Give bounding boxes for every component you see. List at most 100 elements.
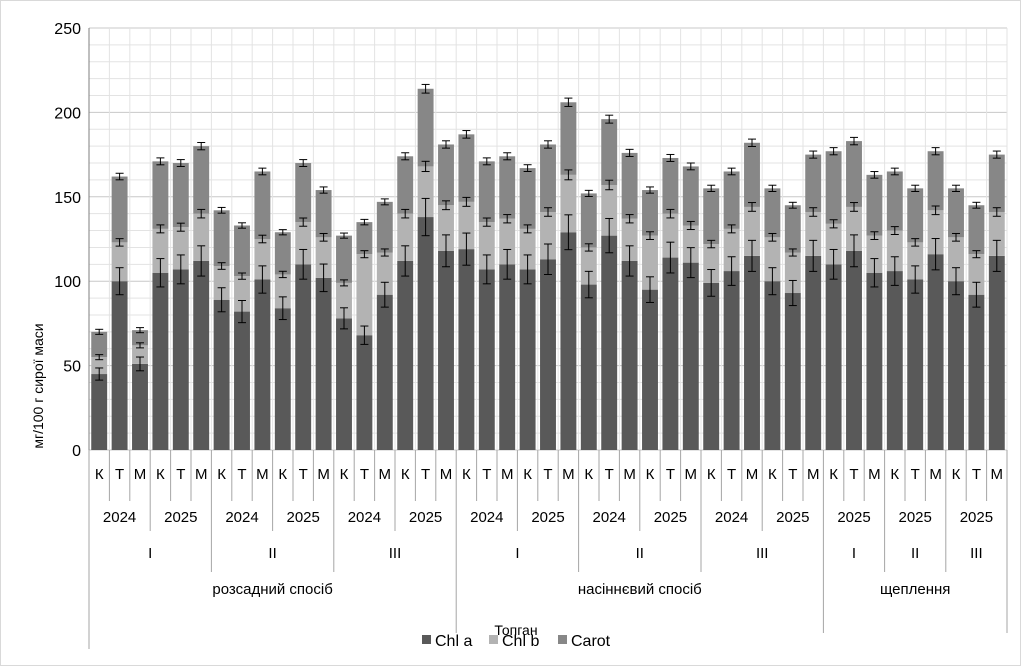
- x-tick-label: М: [685, 466, 698, 483]
- year-group-label: 2025: [164, 509, 197, 526]
- bar-segment-chl-a: [846, 250, 862, 450]
- bar-segment-chl-b: [825, 223, 842, 265]
- bar-segment-chl-a: [907, 279, 924, 450]
- bar-segment-chl-b: [580, 247, 597, 285]
- x-tick-label: К: [707, 466, 716, 483]
- bar-segment-carot: [499, 156, 516, 219]
- year-group-label: 2025: [287, 509, 320, 526]
- bar-segment-chl-a: [744, 255, 760, 450]
- x-tick-label: Т: [605, 466, 614, 483]
- x-tick-label: К: [584, 466, 593, 483]
- bar-segment-carot: [315, 190, 332, 238]
- bar-segment-chl-b: [560, 174, 577, 233]
- bar-segment-carot: [621, 152, 638, 219]
- bar-segment-chl-b: [805, 211, 822, 256]
- year-group-label: 2024: [348, 509, 381, 526]
- bar-segment-chl-a: [438, 250, 454, 450]
- bar-segment-chl-a: [234, 311, 250, 450]
- bar-segment-carot: [642, 190, 658, 236]
- x-tick-label: М: [929, 466, 942, 483]
- bar-segment-chl-a: [886, 271, 903, 450]
- method-group-label: щеплення: [880, 581, 950, 598]
- method-group-label: розсадний спосіб: [212, 581, 332, 598]
- bar-segment-chl-a: [397, 260, 414, 450]
- x-tick-label: М: [623, 466, 636, 483]
- bar-segment-chl-b: [417, 166, 434, 218]
- roman-group-label: III: [756, 545, 769, 562]
- legend-label: Chl b: [502, 633, 539, 650]
- legend-swatch: [489, 635, 498, 644]
- bar-segment-carot: [152, 161, 169, 229]
- bar-segment-carot: [988, 154, 1005, 212]
- x-tick-label: М: [807, 466, 820, 483]
- bar-segment-chl-a: [764, 281, 781, 450]
- bar-segment-chl-a: [784, 293, 801, 450]
- x-tick-label: К: [523, 466, 532, 483]
- bar-segment-chl-b: [499, 218, 516, 265]
- bar-segment-chl-b: [172, 227, 189, 270]
- bar-segment-carot: [580, 193, 597, 248]
- x-tick-label: М: [379, 466, 392, 483]
- bar-segment-chl-b: [193, 213, 210, 261]
- x-tick-label: М: [317, 466, 330, 483]
- bar-segment-chl-b: [478, 222, 495, 270]
- x-tick-label: Т: [360, 466, 369, 483]
- bar-segment-carot: [274, 232, 291, 275]
- y-tick-label: 0: [72, 443, 81, 460]
- bar-segment-carot: [723, 171, 740, 229]
- x-tick-label: Т: [115, 466, 124, 483]
- bar-segment-chl-a: [968, 294, 985, 450]
- bar-segment-chl-b: [91, 357, 108, 375]
- bar-segment-carot: [438, 144, 454, 206]
- bar-segment-carot: [805, 154, 822, 212]
- bar-segment-chl-b: [132, 345, 148, 364]
- bar-segment-chl-a: [111, 281, 128, 450]
- bar-segment-chl-a: [336, 318, 352, 450]
- bar-segment-carot: [927, 151, 944, 211]
- x-tick-label: Т: [788, 466, 797, 483]
- bar-segment-chl-b: [642, 235, 658, 290]
- year-group-label: 2024: [715, 509, 748, 526]
- bar-segment-carot: [356, 222, 373, 255]
- bar-segment-chl-b: [295, 222, 312, 265]
- bar-segment-carot: [213, 210, 230, 267]
- bar-segment-chl-b: [723, 228, 740, 272]
- bar-segment-chl-b: [988, 211, 1005, 256]
- bar-segment-chl-b: [234, 276, 250, 312]
- x-tick-label: Т: [911, 466, 920, 483]
- x-tick-label: М: [991, 466, 1004, 483]
- x-tick-label: Т: [482, 466, 491, 483]
- y-axis-title: мг/100 г сирої маси: [30, 323, 46, 448]
- bar-segment-chl-a: [193, 260, 210, 450]
- bar-segment-chl-b: [356, 254, 373, 336]
- x-tick-label: Т: [176, 466, 185, 483]
- bar-segment-chl-a: [274, 308, 291, 450]
- y-tick-label: 100: [54, 274, 81, 291]
- bar-segment-chl-a: [417, 217, 434, 450]
- bar-segment-carot: [886, 171, 903, 231]
- bar-segment-carot: [540, 144, 556, 212]
- bars: [91, 88, 1005, 450]
- bar-segment-chl-a: [703, 282, 720, 450]
- x-tick-label: Т: [543, 466, 552, 483]
- bar-segment-carot: [968, 205, 985, 255]
- roman-group-label: II: [636, 545, 644, 562]
- x-tick-label: М: [134, 466, 147, 483]
- x-tick-label: К: [829, 466, 838, 483]
- year-group-label: 2024: [103, 509, 136, 526]
- x-tick-label: Т: [666, 466, 675, 483]
- bar-segment-carot: [397, 156, 414, 214]
- bar-segment-chl-b: [213, 266, 230, 300]
- x-tick-label: К: [952, 466, 961, 483]
- bar-segment-chl-a: [825, 264, 842, 450]
- x-tick-label: Т: [972, 466, 981, 483]
- legend-swatch: [558, 635, 567, 644]
- year-group-label: 2025: [776, 509, 809, 526]
- bar-segment-carot: [662, 157, 679, 214]
- bar-segment-chl-a: [213, 299, 230, 450]
- roman-group-label: II: [268, 545, 276, 562]
- bar-segment-carot: [172, 163, 189, 228]
- x-tick-label: М: [195, 466, 208, 483]
